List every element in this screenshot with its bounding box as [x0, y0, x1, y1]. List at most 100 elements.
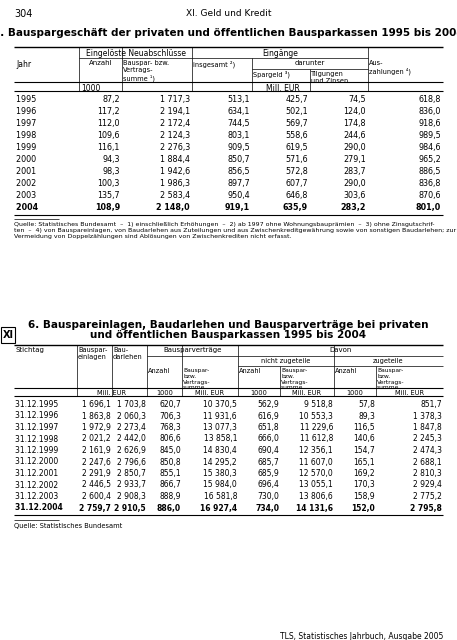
Text: 572,8: 572,8	[285, 167, 308, 176]
Text: 154,7: 154,7	[353, 446, 375, 455]
Text: 165,1: 165,1	[353, 458, 375, 467]
Text: Tilgungen
und Zinsen: Tilgungen und Zinsen	[311, 71, 348, 84]
Text: Bau-
darlehen: Bau- darlehen	[113, 347, 143, 360]
Text: 1 717,3: 1 717,3	[160, 95, 190, 104]
Text: 836,0: 836,0	[419, 107, 441, 116]
Text: 31.12.2004: 31.12.2004	[15, 504, 73, 513]
Text: 1995: 1995	[16, 95, 51, 104]
Text: 94,3: 94,3	[102, 155, 120, 164]
Text: 6. Bauspareinlagen, Baudarlehen und Bausparverträge bei privaten: 6. Bauspareinlagen, Baudarlehen und Baus…	[28, 320, 429, 330]
Text: 31.12.2003: 31.12.2003	[15, 492, 68, 501]
Text: 290,0: 290,0	[343, 179, 366, 188]
Text: 646,8: 646,8	[286, 191, 308, 200]
Text: 14 295,2: 14 295,2	[203, 458, 237, 467]
Text: 15 984,0: 15 984,0	[203, 481, 237, 490]
Text: 918,6: 918,6	[419, 119, 441, 128]
Text: 886,5: 886,5	[419, 167, 441, 176]
Text: 2 021,2: 2 021,2	[82, 435, 111, 444]
Text: Bauspar-
bzw.
Vertrags-
summe: Bauspar- bzw. Vertrags- summe	[377, 368, 404, 390]
Text: 1 378,3: 1 378,3	[413, 412, 442, 420]
Text: 706,3: 706,3	[159, 412, 181, 420]
Text: 685,9: 685,9	[257, 469, 279, 478]
Text: 2 810,3: 2 810,3	[413, 469, 442, 478]
Text: 109,6: 109,6	[97, 131, 120, 140]
Text: 919,1: 919,1	[225, 203, 250, 212]
Text: 1998: 1998	[16, 131, 51, 140]
Text: 888,9: 888,9	[159, 492, 181, 501]
Text: 425,7: 425,7	[285, 95, 308, 104]
Text: 304: 304	[14, 9, 32, 19]
Text: 11 607,0: 11 607,0	[299, 458, 333, 467]
Text: 690,4: 690,4	[257, 446, 279, 455]
Text: 1999: 1999	[16, 143, 51, 152]
Text: 2 583,4: 2 583,4	[160, 191, 190, 200]
Text: Eingelöste Neuabschlüsse: Eingelöste Neuabschlüsse	[85, 49, 186, 58]
Text: 1000: 1000	[346, 390, 363, 396]
Text: 2 850,7: 2 850,7	[117, 469, 146, 478]
Text: 569,7: 569,7	[285, 119, 308, 128]
Text: 169,2: 169,2	[353, 469, 375, 478]
Text: Bauspar-
einlagen: Bauspar- einlagen	[78, 347, 107, 360]
Text: 244,6: 244,6	[344, 131, 366, 140]
Text: 14 830,4: 14 830,4	[203, 446, 237, 455]
Text: 989,5: 989,5	[418, 131, 441, 140]
Text: 1996: 1996	[16, 107, 51, 116]
Text: 1 884,4: 1 884,4	[160, 155, 190, 164]
Text: und öffentlichen Bausparkassen 1995 bis 2004: und öffentlichen Bausparkassen 1995 bis …	[90, 330, 367, 340]
Text: 290,0: 290,0	[343, 143, 366, 152]
Text: 1000: 1000	[81, 84, 101, 93]
Text: 11 229,6: 11 229,6	[299, 423, 333, 432]
Text: 135,7: 135,7	[97, 191, 120, 200]
Text: 855,1: 855,1	[159, 469, 181, 478]
Text: 13 806,6: 13 806,6	[299, 492, 333, 501]
Text: 303,6: 303,6	[344, 191, 366, 200]
Text: 174,8: 174,8	[344, 119, 366, 128]
Text: 856,5: 856,5	[228, 167, 250, 176]
Text: 562,9: 562,9	[257, 400, 279, 409]
Text: 1000: 1000	[156, 390, 173, 396]
Text: 2 910,5: 2 910,5	[114, 504, 146, 513]
Text: zugeteile: zugeteile	[373, 358, 404, 364]
Text: 2 124,3: 2 124,3	[160, 131, 190, 140]
Text: 801,0: 801,0	[416, 203, 441, 212]
Text: 283,7: 283,7	[343, 167, 366, 176]
Text: Anzahl: Anzahl	[148, 368, 170, 374]
Text: 2002: 2002	[16, 179, 51, 188]
Text: 651,8: 651,8	[257, 423, 279, 432]
Text: 620,7: 620,7	[159, 400, 181, 409]
Text: 1 696,1: 1 696,1	[82, 400, 111, 409]
Text: 116,5: 116,5	[353, 423, 375, 432]
Text: 279,1: 279,1	[343, 155, 366, 164]
Text: 10 370,5: 10 370,5	[203, 400, 237, 409]
Text: 89,3: 89,3	[358, 412, 375, 420]
Text: Bauspar-
bzw.
Vertrags-
summe: Bauspar- bzw. Vertrags- summe	[281, 368, 308, 390]
Text: 851,7: 851,7	[420, 400, 442, 409]
Text: 2 933,7: 2 933,7	[117, 481, 146, 490]
Text: 98,3: 98,3	[102, 167, 120, 176]
Text: 2 446,5: 2 446,5	[82, 481, 111, 490]
Text: 886,0: 886,0	[157, 504, 181, 513]
Text: 806,6: 806,6	[159, 435, 181, 444]
Text: 2001: 2001	[16, 167, 51, 176]
Text: 116,1: 116,1	[98, 143, 120, 152]
Text: 16 927,4: 16 927,4	[200, 504, 237, 513]
Text: 14 131,6: 14 131,6	[296, 504, 333, 513]
Text: 170,3: 170,3	[353, 481, 375, 490]
Text: 734,0: 734,0	[255, 504, 279, 513]
Text: 850,8: 850,8	[159, 458, 181, 467]
Text: 2 161,9: 2 161,9	[82, 446, 111, 455]
Text: 2 291,9: 2 291,9	[82, 469, 111, 478]
Text: Spargeld ³): Spargeld ³)	[253, 71, 290, 79]
Text: 513,1: 513,1	[228, 95, 250, 104]
Text: darunter: darunter	[295, 60, 325, 66]
Text: 685,7: 685,7	[257, 458, 279, 467]
Text: 31.12.1999: 31.12.1999	[15, 446, 68, 455]
Text: 1 942,6: 1 942,6	[160, 167, 190, 176]
Text: 15 380,3: 15 380,3	[203, 469, 237, 478]
Text: 112,0: 112,0	[97, 119, 120, 128]
Text: 845,0: 845,0	[159, 446, 181, 455]
Text: 2 929,4: 2 929,4	[413, 481, 442, 490]
Text: 13 055,1: 13 055,1	[299, 481, 333, 490]
Text: XI. Geld und Kredit: XI. Geld und Kredit	[186, 9, 271, 18]
Text: 2 148,0: 2 148,0	[156, 203, 190, 212]
